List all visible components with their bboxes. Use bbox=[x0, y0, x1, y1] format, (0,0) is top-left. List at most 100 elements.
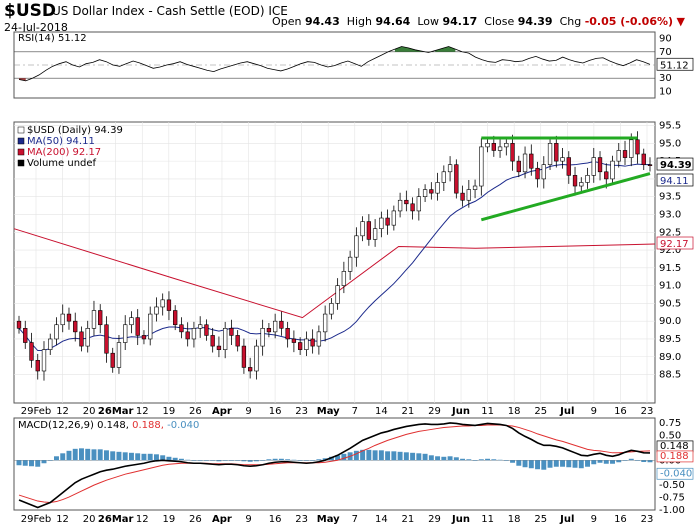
candle-body bbox=[285, 328, 290, 340]
candle-body bbox=[616, 150, 621, 162]
macd-histogram-bar bbox=[472, 460, 478, 461]
price-x-tick: 12 bbox=[56, 406, 69, 417]
macd-histogram-bar bbox=[60, 453, 66, 461]
candle-body bbox=[547, 143, 553, 165]
candle-body bbox=[229, 328, 234, 336]
macd-histogram-bar bbox=[510, 460, 516, 463]
candle-body bbox=[610, 160, 615, 180]
candle-body bbox=[198, 324, 203, 329]
price-last-value-box bbox=[656, 173, 694, 187]
candle-body bbox=[254, 345, 259, 372]
candle-body bbox=[647, 164, 653, 166]
macd-histogram-bar bbox=[435, 456, 441, 461]
price-x-tick: Jun bbox=[451, 406, 470, 417]
macd-panel bbox=[13, 417, 656, 511]
candle-body bbox=[248, 367, 253, 372]
candle-body bbox=[472, 185, 478, 190]
candle-body bbox=[460, 192, 465, 201]
macd-histogram-bar bbox=[178, 458, 184, 461]
high-value: 94.64 bbox=[375, 15, 411, 28]
macd-x-tick: Apr bbox=[212, 514, 232, 525]
macd-histogram-bar bbox=[197, 460, 203, 461]
rsi-y-tick: 30 bbox=[659, 73, 672, 84]
rsi-last-value-box bbox=[656, 57, 694, 71]
candle-body bbox=[604, 171, 609, 180]
macd-title-part: 0.148, bbox=[94, 420, 129, 431]
candle-body bbox=[379, 217, 384, 230]
macd-histogram-bar bbox=[610, 460, 615, 464]
candle-body bbox=[416, 196, 421, 212]
macd-histogram-bar bbox=[572, 460, 578, 468]
macd-histogram-bar bbox=[235, 460, 241, 461]
macd-last-value-box bbox=[656, 450, 694, 463]
macd-last-value: -0.040 bbox=[660, 468, 692, 479]
price-y-tick: 95.0 bbox=[659, 138, 681, 149]
macd-histogram-bar bbox=[85, 448, 91, 461]
macd-histogram-bar bbox=[22, 460, 28, 466]
candle-body bbox=[291, 338, 297, 343]
macd-histogram-bar bbox=[522, 460, 528, 468]
candle-body bbox=[635, 139, 640, 155]
macd-y-tick: 0.75 bbox=[659, 418, 681, 429]
price-y-tick: 90.5 bbox=[659, 298, 681, 309]
macd-x-tick: 23 bbox=[295, 514, 308, 525]
price-x-tick: 16 bbox=[269, 406, 282, 417]
candle-body bbox=[179, 324, 184, 333]
macd-histogram-bar bbox=[622, 460, 628, 461]
candle-body bbox=[123, 324, 128, 343]
candle-body bbox=[529, 153, 534, 169]
price-y-tick: 95.5 bbox=[659, 121, 681, 132]
macd-x-tick: 12 bbox=[56, 514, 69, 525]
candle-body bbox=[98, 310, 103, 326]
trendline bbox=[480, 172, 651, 222]
legend-swatch bbox=[17, 159, 25, 167]
price-x-tick: Apr bbox=[212, 406, 232, 417]
open-label: Open bbox=[272, 15, 302, 28]
macd-histogram-bar bbox=[403, 452, 409, 461]
macd-histogram-bar bbox=[29, 460, 34, 467]
macd-histogram-bar bbox=[47, 460, 53, 461]
macd-histogram-bar bbox=[278, 458, 284, 461]
price-x-tick: 11 bbox=[481, 406, 494, 417]
macd-last-value-box bbox=[656, 467, 694, 480]
macd-histogram-bar bbox=[466, 459, 472, 461]
macd-histogram-bar bbox=[191, 460, 197, 461]
macd-histogram-bar bbox=[528, 460, 534, 469]
macd-histogram-bar bbox=[578, 460, 584, 469]
macd-histogram-bar bbox=[147, 453, 153, 461]
price-last-value-box bbox=[656, 157, 694, 171]
candle-body bbox=[391, 210, 397, 226]
macd-histogram-bar bbox=[72, 448, 78, 461]
price-x-tick: 9 bbox=[245, 406, 251, 417]
price-legend-entry: Volume undef bbox=[27, 158, 97, 169]
macd-histogram-bar bbox=[385, 451, 391, 461]
macd-x-tick: 16 bbox=[614, 514, 627, 525]
macd-x-tick: Jul bbox=[559, 514, 574, 525]
macd-histogram-bar bbox=[453, 457, 459, 461]
candle-body bbox=[316, 331, 322, 347]
legend-swatch bbox=[17, 148, 25, 156]
macd-histogram-bar bbox=[35, 460, 41, 467]
macd-histogram-bar bbox=[635, 460, 640, 461]
instrument-name: US Dollar Index - Cash Settle (EOD) ICE bbox=[52, 4, 288, 18]
price-y-tick: 90.0 bbox=[659, 316, 681, 327]
macd-title-part: 0.188, bbox=[129, 420, 164, 431]
macd-histogram-bar bbox=[41, 460, 47, 464]
candle-body bbox=[554, 143, 559, 162]
candle-body bbox=[16, 320, 22, 329]
macd-x-tick: 20 bbox=[83, 514, 96, 525]
macd-histogram-bar bbox=[428, 455, 434, 461]
macd-y-tick: -1.00 bbox=[659, 505, 685, 516]
macd-histogram-bar bbox=[410, 452, 416, 461]
candle-body bbox=[210, 335, 215, 347]
macd-histogram-bar bbox=[560, 460, 566, 467]
rsi-overbought-fill bbox=[394, 46, 422, 52]
price-panel bbox=[13, 121, 656, 404]
price-x-tick: 26 bbox=[189, 406, 202, 417]
candle-body bbox=[272, 320, 278, 333]
price-x-tick: 20 bbox=[83, 406, 96, 417]
macd-histogram-bar bbox=[316, 459, 322, 461]
candle-body bbox=[235, 335, 240, 347]
candle-body bbox=[510, 143, 515, 162]
candle-body bbox=[466, 189, 471, 201]
